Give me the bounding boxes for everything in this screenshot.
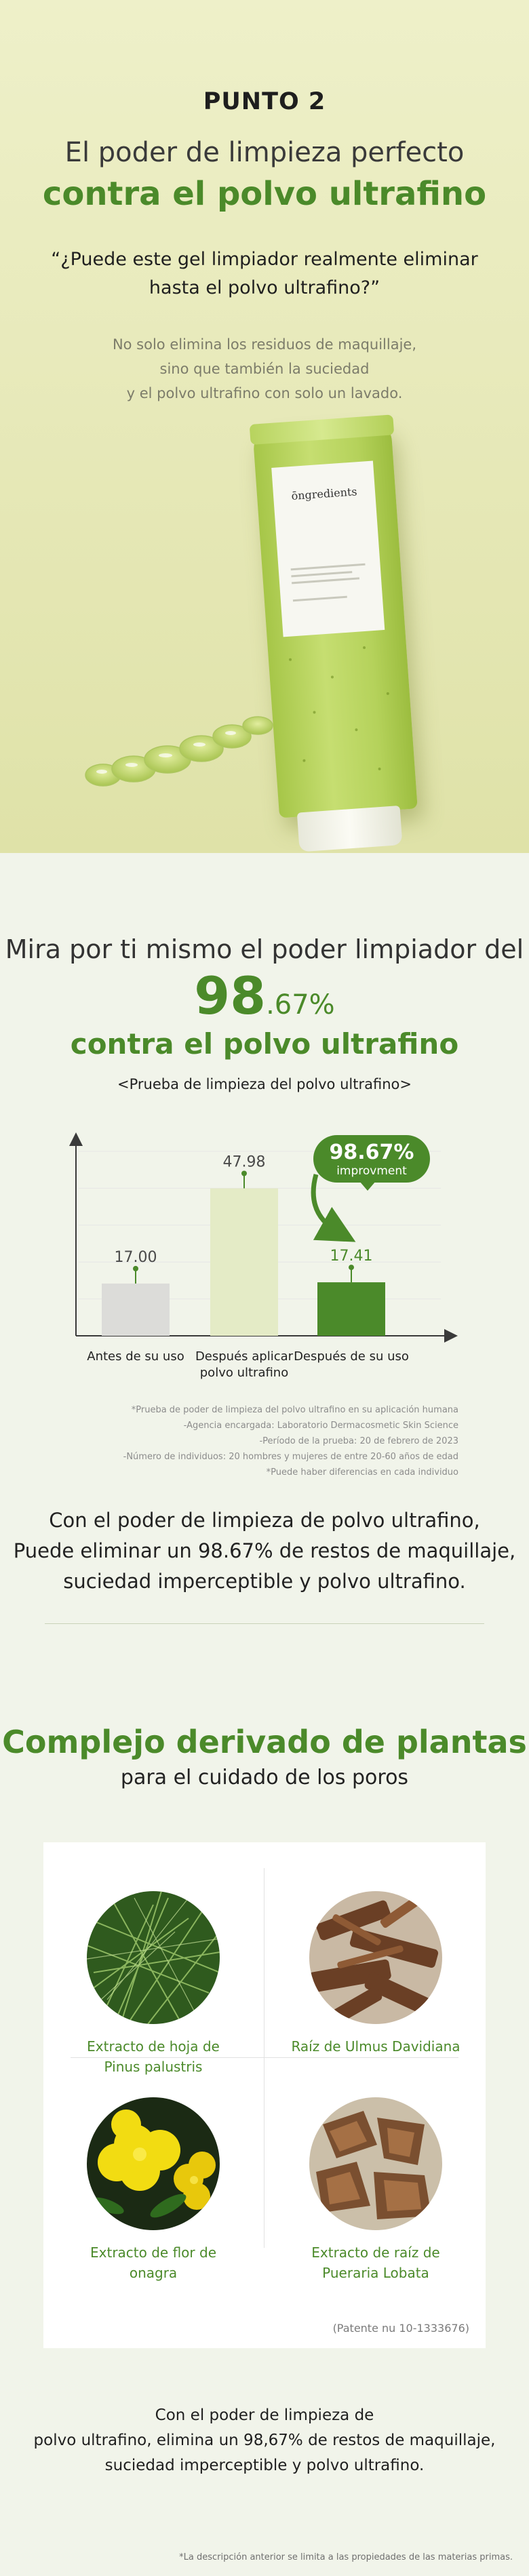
label-line [292,577,359,584]
label-line [292,595,347,602]
improvement-annotation: 98.67% improvment [311,1135,430,1242]
results-big-value: 98.67% [0,966,529,1026]
plants-summary: Con el poder de limpieza de polvo ultraf… [0,2403,529,2478]
gel-speck [378,767,381,771]
hero-description-line: No solo elimina los residuos de maquilla… [112,336,417,353]
ingredient-name: Raíz de Ulmus Davidiana [281,2036,471,2057]
tube-label: ōngredients [271,460,385,637]
tube-crimp [249,414,395,445]
data-label: 17.41 [330,1248,373,1265]
evening-primrose-icon [87,2097,220,2230]
hero-quote-line: “¿Puede este gel limpiador realmente eli… [51,249,478,270]
category-label: Después de su uso [294,1349,409,1364]
pueraria-root-icon [309,2097,442,2230]
hero-quote-line: hasta el polvo ultrafino?” [149,277,380,298]
gel-swatch-image [85,716,273,787]
gel-speck [362,646,366,650]
improvement-text: improvment [336,1164,407,1178]
footnote-line: *Puede haber diferencias en cada individ… [266,1467,458,1478]
product-brand: ōngredients [290,485,358,503]
gel-speck [386,692,389,695]
ingredient-name-line: Extracto de hoja de [87,2038,220,2055]
gel-speck [355,728,358,732]
ingredients-card: Extracto de hoja de Pinus palustris [43,1842,486,2348]
ingredient-name-line: Pinus palustris [104,2059,203,2075]
hero-title-line2: contra el polvo ultrafino [42,175,487,213]
ingredient-name-line: Extracto de raíz de [311,2244,440,2261]
improvement-value: 98.67% [330,1141,414,1164]
disclaimer: *La descripción anterior se limita a las… [179,2552,513,2562]
improvement-badge [313,1135,430,1183]
category-label: Después aplicar [195,1349,294,1364]
footnote-line: -Período de la prueba: 20 de febrero de … [259,1436,458,1446]
footnote-line: -Agencia encargada: Laboratorio Dermacos… [183,1421,458,1431]
card-divider-horizontal [71,2057,458,2058]
hero-title-line1: El poder de limpieza perfecto [64,137,465,168]
bar-1 [102,1283,170,1336]
ingredient-name: Extracto de hoja de Pinus palustris [58,2036,248,2077]
results-summary-line: suciedad imperceptible y polvo ultrafino… [63,1570,466,1593]
ingredient-ulmus: Raíz de Ulmus Davidiana [281,1891,471,2057]
gel-speck [330,675,334,679]
data-label: 17.00 [115,1249,157,1266]
plants-title-line2: para el cuidado de los poros [120,1766,409,1789]
elm-root-icon [309,1891,442,2024]
label-line [290,563,366,571]
footnotes: *Prueba de poder de limpieza del polvo u… [79,1402,458,1480]
tube-cap [296,806,403,852]
value-marker-dot [241,1170,247,1176]
results-heading-line1: Mira por ti mismo el poder limpiador del [5,934,524,964]
category-label: polvo ultrafino [200,1366,288,1380]
footnote-line: -Número de individuos: 20 hombres y muje… [123,1452,458,1462]
results-heading-line2: contra el polvo ultrafino [70,1027,459,1061]
ingredient-pueraria: Extracto de raíz de Pueraria Lobata [281,2097,471,2283]
value-marker-dot [349,1265,354,1271]
plants-title-line1: Complejo derivado de plantas [2,1724,527,1760]
ingredient-name-line: onagra [129,2265,178,2281]
hero-quote: “¿Puede este gel limpiador realmente eli… [0,245,529,302]
ingredient-name-line: Raíz de Ulmus Davidiana [291,2038,461,2055]
ingredient-name-line: Extracto de flor de [90,2244,216,2261]
improvement-arrow [311,1174,356,1242]
plants-summary-line: Con el poder de limpieza de [155,2406,374,2424]
test-label: <Prueba de limpieza del polvo ultrafino> [117,1076,412,1092]
gel-speck [313,711,316,714]
big-value-int: 98 [194,966,267,1026]
label-line [291,571,353,578]
point-label: PUNTO 2 [203,88,326,115]
ingredient-pinus: Extracto de hoja de Pinus palustris [58,1891,248,2077]
hero-section: PUNTO 2 El poder de limpieza perfecto co… [0,0,529,853]
results-summary-line: Con el poder de limpieza de polvo ultraf… [49,1509,480,1532]
value-marker-dot [133,1265,138,1271]
section-divider [45,1623,484,1624]
bar-2 [210,1188,278,1336]
ingredient-name-line: Pueraria Lobata [322,2265,429,2281]
results-summary-line: Puede eliminar un 98.67% de restos de ma… [13,1539,516,1562]
plants-summary-line: polvo ultrafino, elimina un 98,67% de re… [33,2432,496,2449]
hero-description-line: y el polvo ultrafino con solo un lavado. [126,385,403,401]
pine-needles-icon [87,1891,220,2024]
hero-description: No solo elimina los residuos de maquilla… [0,332,529,405]
plants-summary-line: suciedad imperceptible y polvo ultrafino… [104,2457,425,2474]
patent-number: (Patente nu 10-1333676) [332,2322,469,2335]
hero-description-line: sino que también la suciedad [159,361,370,377]
results-summary: Con el poder de limpieza de polvo ultraf… [0,1505,529,1597]
cleansing-bar-chart: 17.00 47.98 17.41 98.67% improvment Antes … [69,1132,458,1380]
gel-speck [302,759,306,762]
bar-3 [317,1282,385,1336]
big-value-decimal: .67% [266,989,335,1021]
ingredient-name: Extracto de flor de onagra [58,2242,248,2283]
ingredient-name: Extracto de raíz de Pueraria Lobata [281,2242,471,2283]
data-label: 47.98 [223,1153,266,1170]
footnote-line: *Prueba de poder de limpieza del polvo u… [131,1405,458,1415]
gel-speck [288,658,292,661]
ingredient-onagra: Extracto de flor de onagra [58,2097,248,2283]
category-label: Antes de su uso [87,1349,184,1364]
